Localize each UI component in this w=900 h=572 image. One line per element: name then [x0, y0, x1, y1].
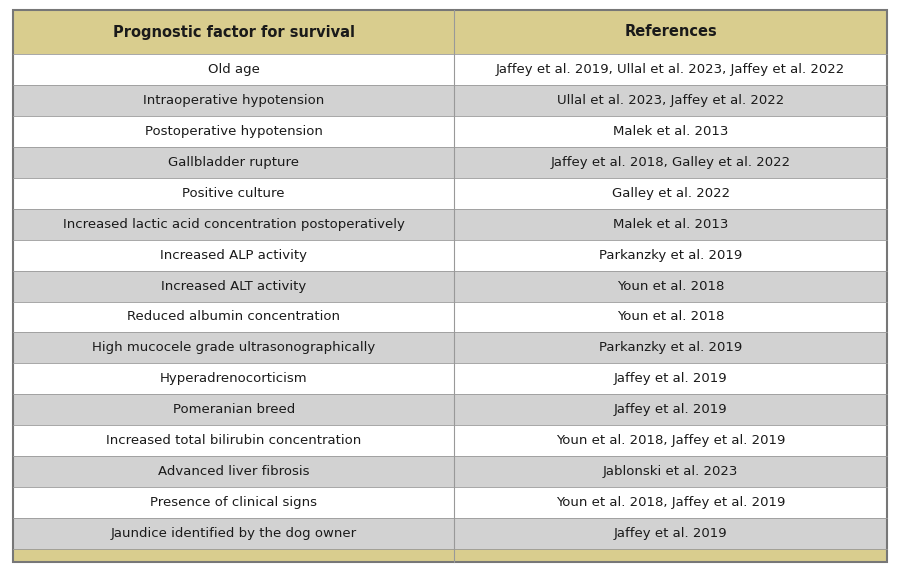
- Bar: [13, 487, 454, 518]
- Text: Increased lactic acid concentration postoperatively: Increased lactic acid concentration post…: [63, 218, 405, 231]
- Bar: [454, 456, 887, 487]
- Bar: [13, 209, 454, 240]
- Bar: [454, 10, 887, 54]
- Text: Old age: Old age: [208, 63, 259, 76]
- Text: Malek et al. 2013: Malek et al. 2013: [613, 218, 728, 231]
- Bar: [13, 147, 454, 178]
- Bar: [13, 301, 454, 332]
- Bar: [454, 271, 887, 301]
- Text: Jablonski et al. 2023: Jablonski et al. 2023: [603, 465, 738, 478]
- Bar: [13, 85, 454, 116]
- Text: Positive culture: Positive culture: [183, 186, 285, 200]
- Text: Malek et al. 2013: Malek et al. 2013: [613, 125, 728, 138]
- Text: Jaffey et al. 2019: Jaffey et al. 2019: [614, 372, 727, 386]
- Text: References: References: [625, 25, 717, 39]
- Bar: [13, 363, 454, 394]
- Bar: [454, 116, 887, 147]
- Bar: [454, 332, 887, 363]
- Bar: [454, 363, 887, 394]
- Text: Pomeranian breed: Pomeranian breed: [173, 403, 295, 416]
- Bar: [454, 209, 887, 240]
- Text: Jaffey et al. 2019: Jaffey et al. 2019: [614, 527, 727, 540]
- Bar: [454, 301, 887, 332]
- Bar: [454, 240, 887, 271]
- Text: Jaffey et al. 2018, Galley et al. 2022: Jaffey et al. 2018, Galley et al. 2022: [551, 156, 791, 169]
- Text: Parkanzky et al. 2019: Parkanzky et al. 2019: [599, 249, 742, 261]
- Text: Youn et al. 2018, Jaffey et al. 2019: Youn et al. 2018, Jaffey et al. 2019: [556, 496, 786, 509]
- Text: Reduced albumin concentration: Reduced albumin concentration: [127, 311, 340, 324]
- Text: Youn et al. 2018, Jaffey et al. 2019: Youn et al. 2018, Jaffey et al. 2019: [556, 434, 786, 447]
- Bar: [454, 54, 887, 85]
- Bar: [13, 240, 454, 271]
- Text: Intraoperative hypotension: Intraoperative hypotension: [143, 94, 324, 107]
- Text: Gallbladder rupture: Gallbladder rupture: [168, 156, 299, 169]
- Bar: [13, 116, 454, 147]
- Text: Advanced liver fibrosis: Advanced liver fibrosis: [158, 465, 310, 478]
- Bar: [13, 425, 454, 456]
- Text: Presence of clinical signs: Presence of clinical signs: [150, 496, 317, 509]
- Text: Prognostic factor for survival: Prognostic factor for survival: [112, 25, 355, 39]
- Bar: [13, 549, 454, 562]
- Bar: [13, 54, 454, 85]
- Bar: [454, 487, 887, 518]
- Bar: [454, 549, 887, 562]
- Text: Ullal et al. 2023, Jaffey et al. 2022: Ullal et al. 2023, Jaffey et al. 2022: [557, 94, 784, 107]
- Text: Increased ALT activity: Increased ALT activity: [161, 280, 306, 292]
- Text: Youn et al. 2018: Youn et al. 2018: [617, 311, 725, 324]
- Text: Youn et al. 2018: Youn et al. 2018: [617, 280, 725, 292]
- Text: Jaffey et al. 2019: Jaffey et al. 2019: [614, 403, 727, 416]
- Bar: [454, 178, 887, 209]
- Bar: [454, 394, 887, 425]
- Text: High mucocele grade ultrasonographically: High mucocele grade ultrasonographically: [92, 341, 375, 355]
- Bar: [454, 147, 887, 178]
- Bar: [13, 332, 454, 363]
- Text: Jaundice identified by the dog owner: Jaundice identified by the dog owner: [111, 527, 356, 540]
- Text: Galley et al. 2022: Galley et al. 2022: [612, 186, 730, 200]
- Bar: [13, 271, 454, 301]
- Bar: [13, 456, 454, 487]
- Text: Hyperadrenocorticism: Hyperadrenocorticism: [160, 372, 308, 386]
- Bar: [13, 394, 454, 425]
- Bar: [454, 85, 887, 116]
- Text: Increased ALP activity: Increased ALP activity: [160, 249, 307, 261]
- Text: Jaffey et al. 2019, Ullal et al. 2023, Jaffey et al. 2022: Jaffey et al. 2019, Ullal et al. 2023, J…: [496, 63, 845, 76]
- Text: Parkanzky et al. 2019: Parkanzky et al. 2019: [599, 341, 742, 355]
- Bar: [454, 518, 887, 549]
- Bar: [13, 518, 454, 549]
- Bar: [13, 178, 454, 209]
- Text: Postoperative hypotension: Postoperative hypotension: [145, 125, 322, 138]
- Bar: [13, 10, 454, 54]
- Text: Increased total bilirubin concentration: Increased total bilirubin concentration: [106, 434, 361, 447]
- Bar: [454, 425, 887, 456]
